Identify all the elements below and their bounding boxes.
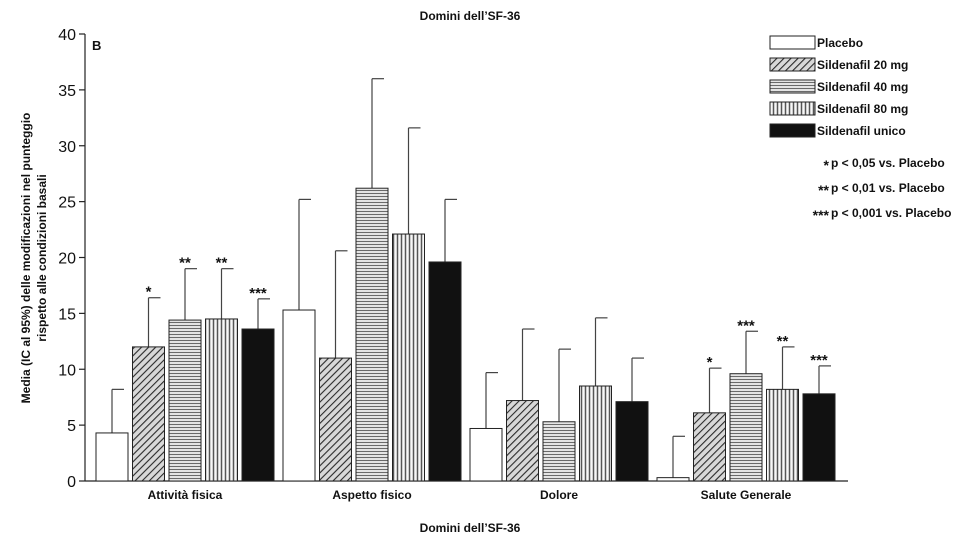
significance-legend: * p < 0,05 vs. Placebo** p < 0,01 vs. Plac…	[813, 156, 952, 223]
y-axis-title-line-2: rispetto alle condizioni basali	[35, 174, 49, 341]
bar	[205, 318, 238, 482]
bar	[319, 357, 352, 482]
bar	[469, 427, 503, 482]
y-tick-label: 35	[58, 83, 76, 100]
bar	[168, 319, 202, 482]
y-axis-ticks: 0 5 10 15 20 25 30 35 40	[58, 27, 85, 491]
significance-marker: **	[216, 255, 228, 272]
y-axis-title-line-1: Media (IC al 95%) delle modificazioni ne…	[19, 113, 33, 404]
significance-marker: **	[179, 255, 191, 272]
x-axis-category-labels: Attività fisica Aspetto fisico Dolore Salut…	[148, 488, 792, 502]
significance-legend-symbol: ***	[813, 207, 830, 223]
legend-label: Sildenafil 40 mg	[817, 80, 908, 94]
significance-legend-label: p < 0,001 vs. Placebo	[831, 206, 951, 220]
chart-title: Domini dell’SF-36	[420, 9, 521, 23]
bar	[542, 421, 576, 482]
bar	[282, 309, 316, 482]
x-category-label: Attività fisica	[148, 488, 223, 502]
x-category-label: Dolore	[540, 488, 578, 502]
bar	[132, 346, 165, 482]
y-tick-label: 30	[58, 139, 76, 156]
y-tick-label: 40	[58, 27, 76, 44]
bar	[506, 400, 539, 482]
legend-label: Sildenafil 20 mg	[817, 58, 908, 72]
bar	[656, 477, 690, 482]
bar	[241, 328, 275, 482]
y-tick-label: 25	[58, 195, 76, 212]
panel-label: B	[92, 38, 101, 53]
significance-legend-symbol: *	[824, 157, 830, 173]
bar	[428, 261, 462, 482]
significance-marker: **	[777, 333, 789, 350]
x-category-label: Salute Generale	[701, 488, 792, 502]
legend-swatch	[769, 123, 816, 138]
y-tick-label: 15	[58, 306, 76, 323]
legend-swatch	[769, 79, 816, 94]
x-axis-title: Domini dell’SF-36	[420, 521, 521, 535]
y-axis-title: Media (IC al 95%) delle modificazioni ne…	[19, 113, 49, 404]
y-tick-label: 10	[58, 362, 76, 379]
x-category-label: Aspetto fisico	[332, 488, 411, 502]
legend-swatch	[769, 35, 816, 50]
legend-swatch	[769, 57, 816, 72]
bar-groups: *** **************	[95, 78, 836, 482]
significance-marker: ***	[249, 285, 267, 302]
legend-label: Sildenafil unico	[817, 124, 906, 138]
legend-label: Placebo	[817, 36, 863, 50]
legend: Placebo Sildenafil 20 mg Sildenafil 40 mg S…	[769, 35, 908, 138]
bar	[766, 388, 799, 482]
bar	[615, 401, 649, 482]
legend-swatch	[769, 101, 816, 116]
bar	[729, 373, 763, 482]
significance-marker: *	[146, 284, 152, 301]
bar	[693, 412, 726, 482]
legend-label: Sildenafil 80 mg	[817, 102, 908, 116]
significance-marker: *	[707, 354, 713, 371]
significance-marker: ***	[737, 317, 755, 334]
bar	[579, 385, 612, 482]
significance-legend-label: p < 0,01 vs. Placebo	[831, 181, 945, 195]
bar	[392, 233, 425, 482]
y-tick-label: 5	[67, 418, 76, 435]
bar	[802, 393, 836, 482]
bar	[355, 187, 389, 482]
significance-legend-label: p < 0,05 vs. Placebo	[831, 156, 945, 170]
significance-legend-symbol: **	[818, 182, 829, 198]
y-tick-label: 20	[58, 251, 76, 268]
significance-marker: ***	[810, 352, 828, 369]
y-tick-label: 0	[67, 474, 76, 491]
bar	[95, 432, 129, 482]
